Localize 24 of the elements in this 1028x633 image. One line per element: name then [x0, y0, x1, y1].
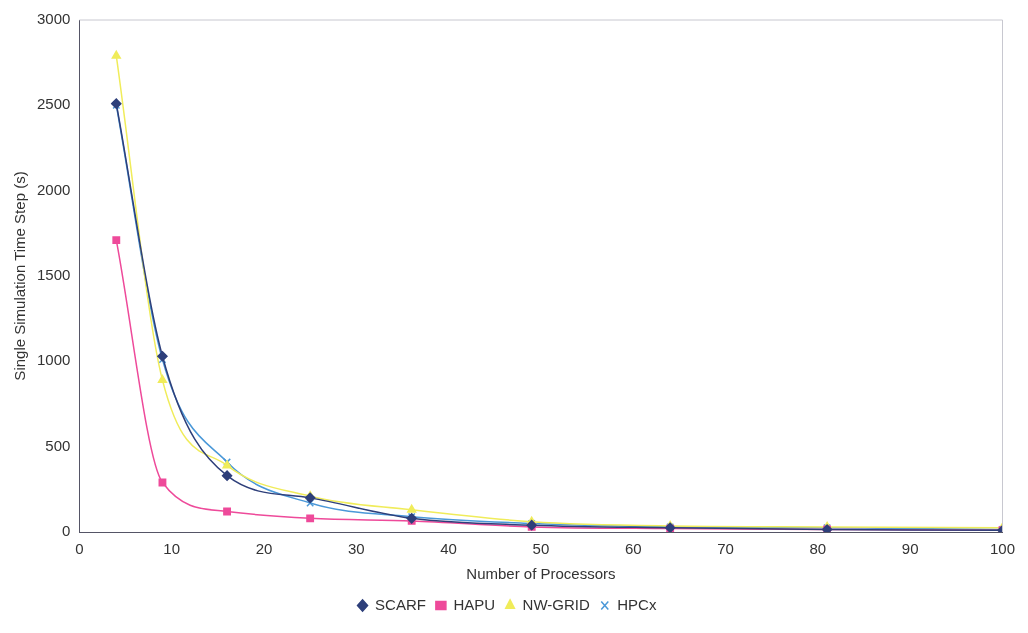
y-tick-label: 3000 — [36, 10, 71, 28]
y-tick-label: 0 — [62, 522, 71, 540]
x-tick-label: 40 — [440, 540, 457, 558]
x-tick-label: 60 — [624, 540, 642, 558]
y-tick-label: 2500 — [36, 95, 71, 113]
x-tick-label: 0 — [75, 540, 84, 558]
x-tick-label: 10 — [163, 540, 181, 558]
x-axis-title: Number of Processors — [466, 565, 616, 583]
legend-label: HPCx — [617, 595, 657, 613]
x-tick-label: 30 — [347, 540, 365, 558]
y-tick-label: 1500 — [36, 266, 71, 284]
y-axis-title: Single Simulation Time Step (s) — [11, 171, 29, 381]
y-tick-label: 1000 — [36, 351, 71, 369]
y-tick-label: 500 — [45, 436, 71, 454]
x-tick-label: 90 — [901, 540, 919, 558]
x-tick-label: 50 — [532, 540, 550, 558]
legend-label: SCARF — [375, 595, 426, 613]
legend-label: HAPU — [453, 595, 496, 613]
x-tick-label: 20 — [255, 540, 273, 558]
x-tick-label: 80 — [809, 540, 827, 558]
legend-label: NW-GRID — [522, 595, 590, 613]
y-tick-label: 2000 — [36, 180, 71, 198]
x-tick-label: 70 — [717, 540, 734, 558]
x-tick-label: 100 — [989, 540, 1015, 558]
